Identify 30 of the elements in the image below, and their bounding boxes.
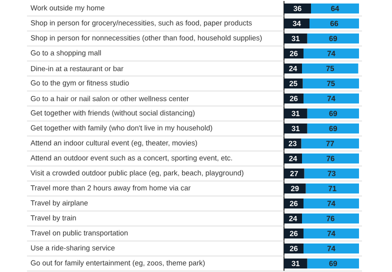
bar [304,48,359,58]
bar [284,184,306,194]
bar [284,214,302,224]
bar [301,138,359,148]
bar [284,168,304,178]
bar [304,94,359,104]
bar [302,64,358,74]
bar [284,34,308,44]
bar [284,18,310,28]
bar [306,184,359,194]
bar [311,4,359,14]
bar [284,108,308,118]
bar [304,228,359,238]
bar [284,258,308,268]
bar [307,108,359,118]
bar [284,78,303,88]
bar [307,34,359,44]
bar [307,124,359,134]
bar [284,154,302,164]
bar [284,64,302,74]
bar [307,258,359,268]
bar [302,214,359,224]
bar [304,168,359,178]
bar [304,244,359,254]
bar [284,124,308,134]
bar [284,4,311,14]
bar [302,154,359,164]
bar [304,198,359,208]
bar [302,78,359,88]
bar [310,18,359,28]
